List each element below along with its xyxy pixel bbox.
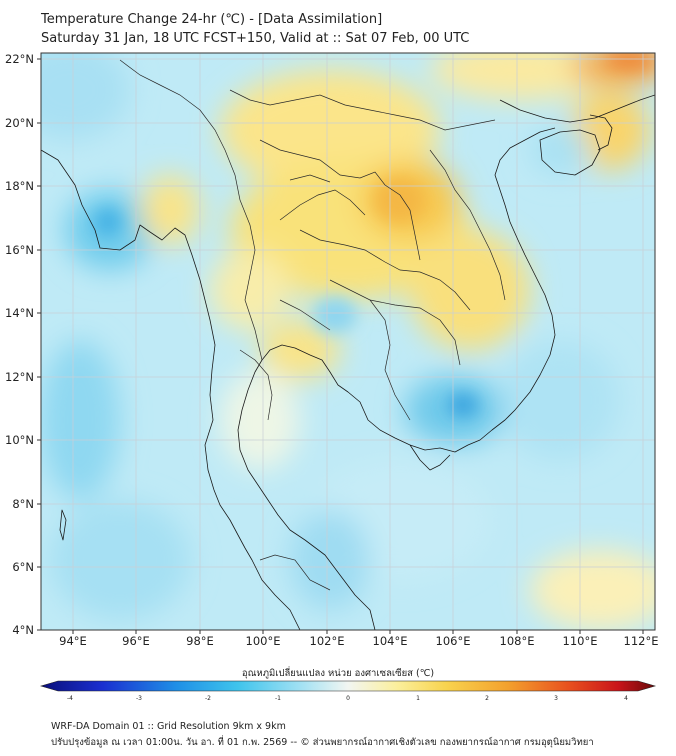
lat-label: 12°N [5,370,34,384]
footer-model-info: WRF-DA Domain 01 :: Grid Resolution 9km … [51,721,286,732]
map-frame [40,52,656,631]
longitude-labels: 94°E 96°E 98°E 100°E 102°E 104°E 106°E 1… [59,634,658,648]
colorbar-tick: -3 [136,695,142,702]
map-subtitle: Saturday 31 Jan, 18 UTC FCST+150, Valid … [41,31,470,46]
lon-label: 100°E [246,634,281,648]
colorbar-tick: 4 [624,695,628,702]
temperature-field [41,53,655,630]
colorbar-tick: 3 [554,695,558,702]
lon-label: 102°E [310,634,345,648]
colorbar-title: อุณหภูมิเปลี่ยนแปลง หน่วย องศาเซลเซียส (… [241,668,435,679]
country-borders [119,59,506,591]
lat-label: 20°N [5,116,34,130]
lat-label: 6°N [12,560,34,574]
colorbar-tick: 1 [416,695,420,702]
graticule [41,53,655,630]
lon-label: 106°E [436,634,471,648]
colorbar-tick: -1 [275,695,281,702]
lon-label: 98°E [186,634,214,648]
lon-label: 108°E [500,634,535,648]
lat-label: 22°N [5,52,34,66]
colorbar-ticks: -4 -3 -2 -1 0 1 2 3 4 [67,695,628,702]
colorbar-tick: 2 [485,695,489,702]
lon-label: 104°E [373,634,408,648]
footer-credit: ปรับปรุงข้อมูล ณ เวลา 01:00น. วัน อา. ที… [51,737,594,748]
axis-ticks [37,58,644,634]
lon-label: 94°E [59,634,87,648]
latitude-labels: 22°N 20°N 18°N 16°N 14°N 12°N 10°N 8°N 6… [5,52,34,637]
colorbar-gradient [39,680,657,692]
temperature-map[interactable]: 94°E 96°E 98°E 100°E 102°E 104°E 106°E 1… [0,0,676,660]
lon-label: 96°E [122,634,150,648]
lon-label: 112°E [624,634,659,648]
lat-label: 16°N [5,243,34,257]
coastlines [41,94,655,630]
lat-label: 18°N [5,179,34,193]
colorbar-tick: -2 [205,695,211,702]
lat-label: 14°N [5,306,34,320]
map-title: Temperature Change 24-hr (℃) - [Data Ass… [41,12,383,27]
colorbar-tick: -4 [67,695,73,702]
lon-label: 110°E [563,634,598,648]
lat-label: 10°N [5,433,34,447]
lat-label: 8°N [12,497,34,511]
colorbar-tick: 0 [346,695,350,702]
lat-label: 4°N [12,623,34,637]
